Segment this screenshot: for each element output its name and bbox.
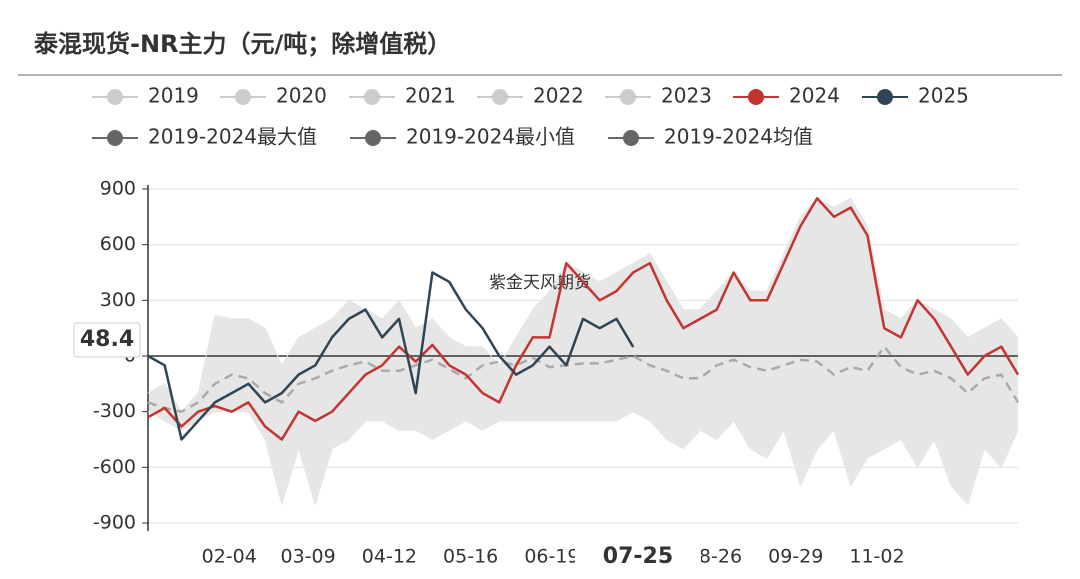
band-edge	[147, 197, 1019, 413]
legend-item-label: 2019-2024最小值	[406, 125, 575, 149]
y-tick-label: 900	[100, 178, 136, 200]
legend-item-dot	[748, 89, 764, 105]
series-line	[147, 271, 635, 441]
x-tick-label: 09-29	[768, 546, 823, 568]
x-tick-label: 06-19	[524, 546, 579, 568]
legend-item-label: 2025	[918, 84, 969, 108]
crosshair-x-box	[574, 540, 701, 576]
y-tick-label: 600	[100, 233, 136, 255]
legend-inactive-dot	[107, 89, 123, 105]
x-tick-label: 04-12	[362, 546, 417, 568]
legend-item-dot	[877, 89, 893, 105]
x-tick-label: 05-16	[443, 546, 498, 568]
legend-inactive-label: 2022	[533, 84, 584, 108]
legend-inactive-label: 2019	[148, 84, 199, 108]
legend-inactive-label: 2023	[661, 84, 712, 108]
legend-item-label: 2019-2024最大值	[148, 125, 317, 149]
crosshair-y-box	[73, 322, 141, 358]
crosshair-y-label: 48.4	[80, 327, 134, 352]
legend-item-label: 2019-2024均值	[664, 125, 813, 149]
x-tick-label: 02-04	[202, 546, 257, 568]
y-tick-label: -300	[93, 400, 136, 422]
legend-inactive-dot	[492, 89, 508, 105]
watermark: 紫金天风期货	[489, 273, 591, 293]
legend-item-dot	[365, 130, 381, 146]
x-tick-label: 11-02	[849, 546, 904, 568]
y-tick-label: 300	[100, 289, 136, 311]
average-line	[147, 345, 1020, 413]
legend-item-label: 2024	[789, 84, 840, 108]
band-edge	[147, 411, 1019, 505]
y-tick-label: -600	[93, 456, 136, 478]
legend-item-dot	[107, 130, 123, 146]
legend-inactive-dot	[620, 89, 636, 105]
y-tick-label: -900	[93, 512, 136, 534]
legend-inactive-dot	[364, 89, 380, 105]
range-band	[148, 198, 1018, 505]
legend-inactive-label: 2020	[276, 84, 327, 108]
crosshair-x-label: 07-25	[603, 544, 673, 569]
legend-inactive-label: 2021	[405, 84, 456, 108]
legend-inactive-dot	[235, 89, 251, 105]
series-line	[147, 197, 1020, 441]
chart-title: 泰混现货-NR主力（元/吨；除增值税）	[34, 30, 451, 58]
x-tick-label: 03-09	[281, 546, 336, 568]
legend-item-dot	[623, 130, 639, 146]
